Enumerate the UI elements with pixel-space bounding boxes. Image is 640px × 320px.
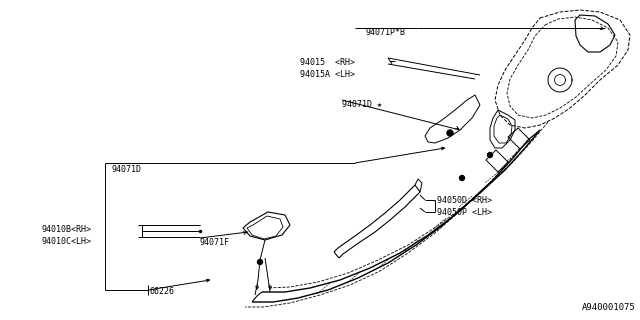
Text: 94010B<RH>: 94010B<RH> — [42, 225, 92, 234]
Circle shape — [447, 130, 453, 136]
Text: 94050D <RH>: 94050D <RH> — [437, 196, 492, 205]
Text: 94071D: 94071D — [112, 165, 142, 174]
Circle shape — [488, 153, 493, 157]
Circle shape — [460, 175, 465, 180]
Text: 94015A <LH>: 94015A <LH> — [300, 70, 355, 79]
Circle shape — [257, 260, 262, 265]
Text: 94015  <RH>: 94015 <RH> — [300, 58, 355, 67]
Text: 94071F: 94071F — [200, 238, 230, 247]
Text: A940001075: A940001075 — [582, 303, 636, 312]
Text: 94071D ★: 94071D ★ — [342, 100, 382, 109]
Text: 94010C<LH>: 94010C<LH> — [42, 237, 92, 246]
Text: 94071P*B: 94071P*B — [365, 28, 405, 37]
Text: 94050P <LH>: 94050P <LH> — [437, 208, 492, 217]
Text: 66226: 66226 — [150, 287, 175, 296]
